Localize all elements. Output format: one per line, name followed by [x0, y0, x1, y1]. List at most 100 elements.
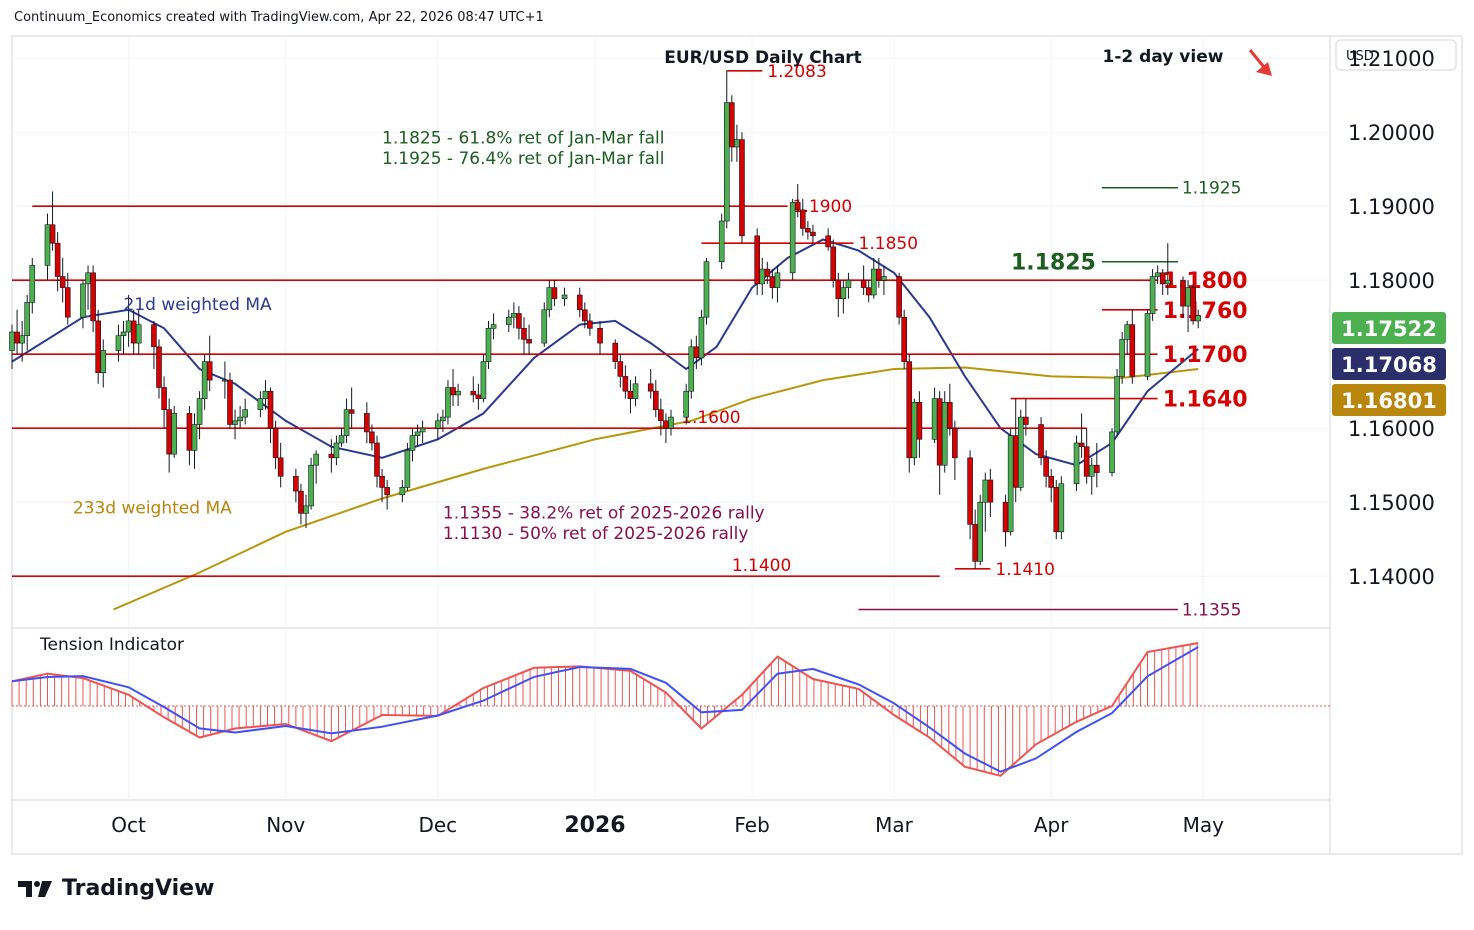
- candle-body: [1058, 483, 1065, 533]
- candle-body: [911, 401, 918, 459]
- candle: [227, 372, 233, 429]
- candle-body: [166, 409, 172, 455]
- candle-body: [805, 228, 811, 233]
- ma-233-line: [113, 366, 1199, 611]
- candle: [668, 409, 674, 436]
- candle: [1038, 417, 1044, 466]
- candle-body: [1180, 279, 1186, 307]
- chart-annotation: 1.1130 - 50% ret of 2025-2026 rally: [443, 524, 749, 544]
- candle: [505, 309, 512, 332]
- level-label: 1.1850: [859, 234, 918, 254]
- candle: [196, 391, 203, 440]
- candle: [490, 313, 497, 340]
- level-label: 1.1640: [1163, 388, 1248, 413]
- candle: [1109, 428, 1115, 477]
- candle: [703, 258, 710, 325]
- candle-body: [825, 235, 831, 248]
- candle: [546, 280, 553, 318]
- candle: [374, 435, 380, 488]
- candle: [1124, 320, 1131, 355]
- candle-body: [450, 387, 456, 396]
- candle: [1088, 457, 1095, 495]
- candle-body: [44, 224, 51, 266]
- candle-body: [967, 457, 973, 525]
- candle-body: [916, 401, 923, 440]
- tension-line: [11, 642, 1199, 777]
- down-arrow-icon: [1248, 49, 1272, 76]
- candle-body: [865, 287, 872, 296]
- level-label: 1.1400: [732, 556, 791, 576]
- candle-body: [470, 390, 477, 396]
- candle: [876, 258, 882, 288]
- chart-annotation: 233d weighted MA: [73, 498, 232, 518]
- level-label: 1.2083: [767, 62, 826, 82]
- level-label: 1.1600: [681, 408, 740, 428]
- candle: [338, 428, 345, 447]
- candle-body: [196, 398, 203, 425]
- candle-body: [789, 202, 796, 274]
- chart-annotation: 1.1355 - 38.2% ret of 2025-2026 rally: [443, 503, 765, 523]
- candle-body: [582, 309, 588, 322]
- candle: [267, 387, 274, 443]
- candle: [541, 302, 548, 347]
- candle: [511, 302, 517, 329]
- candle: [1149, 269, 1156, 321]
- candle: [186, 406, 193, 466]
- candle: [151, 320, 157, 369]
- candle: [135, 309, 142, 355]
- candle-body: [384, 487, 390, 496]
- candle-body: [257, 398, 264, 411]
- candle: [171, 406, 178, 458]
- candle-body: [952, 427, 958, 459]
- candle-body: [303, 505, 309, 514]
- candle-body: [703, 261, 710, 318]
- candle-body: [683, 390, 690, 418]
- candle-body: [14, 331, 20, 344]
- candle: [333, 435, 340, 466]
- candle: [95, 309, 101, 384]
- candle: [764, 261, 771, 284]
- chart-title: EUR/USD Daily Chart: [664, 48, 862, 68]
- candle: [789, 198, 796, 281]
- candle-body: [1094, 464, 1100, 473]
- candle: [49, 191, 56, 251]
- candle-body: [130, 320, 137, 344]
- candle-body: [54, 242, 61, 277]
- candle-body: [541, 309, 548, 344]
- candle: [906, 354, 913, 473]
- x-tick-label: Feb: [734, 813, 769, 837]
- candle-body: [521, 327, 527, 340]
- price-badge: [1332, 312, 1446, 344]
- candle-body: [597, 327, 603, 344]
- level-label: 1.1700: [1163, 343, 1248, 368]
- candle-body: [810, 231, 816, 237]
- fib-level-label: 1.1355: [1182, 601, 1241, 621]
- candle: [1012, 398, 1019, 503]
- candle-body: [901, 316, 907, 362]
- candle: [206, 335, 213, 392]
- candle-body: [505, 316, 512, 325]
- candle: [348, 387, 355, 429]
- candle-body: [1144, 313, 1151, 377]
- candle-body: [1038, 424, 1044, 459]
- candle: [561, 287, 568, 307]
- candle-body: [576, 294, 583, 311]
- candle-body: [348, 409, 355, 414]
- candle-body: [125, 320, 132, 333]
- candle: [44, 213, 51, 281]
- candle: [59, 258, 66, 303]
- candle: [947, 383, 953, 436]
- candle: [293, 468, 299, 503]
- candle-body: [941, 401, 948, 466]
- candle: [794, 184, 801, 218]
- candle-body: [404, 450, 411, 488]
- candle-body: [511, 313, 517, 318]
- candle: [916, 391, 923, 458]
- candle-body: [693, 346, 700, 359]
- candle: [419, 420, 426, 443]
- candle: [24, 295, 31, 351]
- candle-body: [1119, 339, 1125, 377]
- candle: [1144, 309, 1151, 381]
- candle: [80, 280, 86, 329]
